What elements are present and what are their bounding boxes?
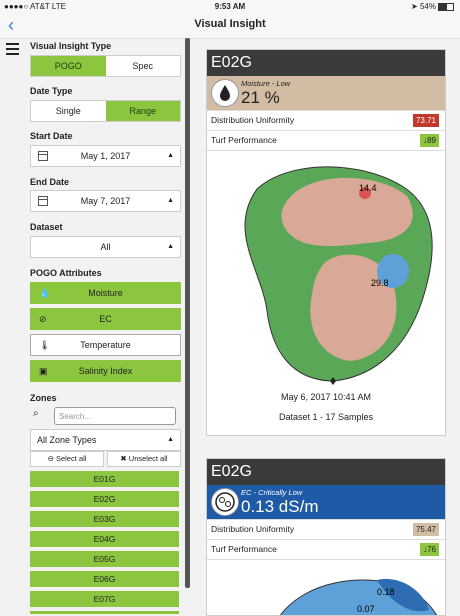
attributes-label: POGO Attributes (30, 268, 102, 278)
dataset-label: Dataset (30, 222, 63, 232)
metric-band: EC - Critically Low 0.13 dS/m (207, 485, 445, 519)
zones-label: Zones (30, 393, 57, 403)
insight-card-ec: E02G EC - Critically Low 0.13 dS/m Distr… (206, 458, 446, 616)
insight-card-moisture: E02G Moisture - Low 21 % Distribution Un… (206, 49, 446, 436)
distribution-uniformity-row: Distribution Uniformity 75.47 (207, 519, 445, 539)
updown-icon: ▲ (167, 197, 174, 204)
zone-item[interactable]: E05G (30, 551, 179, 567)
ec-icon: ⊘ (39, 314, 47, 324)
turf-performance-row: Turf Performance ↓76 (207, 539, 445, 559)
filter-panel: Visual Insight Type POGO Spec Date Type … (27, 38, 184, 614)
calendar-icon (38, 151, 48, 161)
zone-item[interactable]: E06G (30, 571, 179, 587)
moisture-attribute[interactable]: 💧 Moisture (30, 282, 181, 304)
arrow-down-icon: ↓ (423, 545, 428, 554)
tp-value: ↓89 (420, 134, 439, 147)
range-option[interactable]: Range (105, 101, 180, 121)
back-button[interactable]: ‹ (8, 15, 14, 35)
panel-scrollbar[interactable] (185, 38, 190, 588)
date-type-toggle: Single Range (30, 100, 181, 122)
zone-type-select[interactable]: All Zone Types ▲ (30, 429, 181, 451)
metric-value: 0.13 dS/m (241, 497, 319, 516)
single-option[interactable]: Single (55, 106, 81, 116)
arrow-down-icon: ↓ (423, 136, 428, 145)
map-label-high: 29.8 (371, 278, 389, 288)
date-type-label: Date Type (30, 86, 73, 96)
status-bar: ●●●●○ AT&T LTE 9:53 AM ➤ 54% (0, 0, 460, 13)
spec-option[interactable]: Spec (132, 61, 153, 71)
zone-item[interactable]: E01G (30, 471, 179, 487)
map-label-high: 0.18 (377, 587, 395, 597)
battery-percent: 54% (419, 2, 436, 11)
clock: 9:53 AM (214, 2, 246, 11)
updown-icon: ▲ (167, 436, 174, 443)
calendar-icon (38, 196, 48, 206)
ec-icon (211, 488, 239, 516)
zone-search-input[interactable]: Search... (54, 407, 176, 425)
du-value: 75.47 (412, 523, 439, 536)
zone-item[interactable]: E07G (30, 591, 179, 607)
ec-attribute[interactable]: ⊘ EC (30, 308, 181, 330)
metric-value: 21 % (241, 88, 280, 107)
carrier: AT&T (29, 2, 50, 11)
sample-timestamp: May 6, 2017 10:41 AM (280, 392, 372, 402)
start-date-picker[interactable]: May 1, 2017 ▲ (30, 145, 181, 167)
zone-item[interactable]: E02G (30, 491, 179, 507)
end-date-label: End Date (30, 177, 70, 187)
metric-band: Moisture - Low 21 % (207, 76, 445, 110)
zone-item[interactable]: E08G (30, 611, 179, 614)
end-date-picker[interactable]: May 7, 2017 ▲ (30, 190, 181, 212)
tp-value: ↓76 (420, 543, 439, 556)
page-title: Visual Insight (194, 18, 266, 30)
drop-icon (211, 79, 239, 107)
zone-map[interactable]: 14.4 29.8 (207, 150, 445, 386)
unselect-all-button[interactable]: ✖ Unselect all (107, 451, 181, 467)
battery-icon (438, 2, 454, 11)
select-all-button[interactable]: ⊖ Select all (30, 451, 104, 467)
pogo-option[interactable]: POGO (31, 56, 106, 76)
temperature-attribute[interactable]: 🌡 Temperature (30, 334, 181, 356)
insight-type-toggle: POGO Spec (30, 55, 181, 77)
salinity-icon: ▣ (39, 366, 48, 376)
map-label-low: 0.07 (357, 604, 375, 614)
updown-icon: ▲ (167, 243, 174, 250)
menu-icon[interactable] (6, 43, 19, 58)
salinity-attribute[interactable]: ▣ Salinity Index (30, 360, 181, 382)
network: LTE (51, 2, 66, 11)
map-label-low: 14.4 (359, 183, 377, 193)
turf-performance-row: Turf Performance ↓89 (207, 130, 445, 150)
zone-map[interactable]: 0.18 0.07 (207, 559, 445, 616)
zone-item[interactable]: E03G (30, 511, 179, 527)
drop-icon: 💧 (39, 288, 51, 298)
du-value: 73.71 (412, 114, 439, 127)
location-icon: ➤ (411, 2, 418, 11)
insight-type-label: Visual Insight Type (30, 41, 112, 51)
start-date-label: Start Date (30, 131, 73, 141)
distribution-uniformity-row: Distribution Uniformity 73.71 (207, 110, 445, 130)
updown-icon: ▲ (167, 152, 174, 159)
dataset-info: Dataset 1 - 17 Samples (278, 412, 374, 422)
dataset-select[interactable]: All ▲ (30, 236, 181, 258)
nav-bar: ‹ Visual Insight (0, 13, 460, 39)
zone-item[interactable]: E04G (30, 531, 179, 547)
metric-subtitle: EC - Critically Low (241, 488, 303, 497)
card-zone-title: E02G (207, 459, 445, 485)
thermometer-icon: 🌡 (39, 340, 51, 350)
card-zone-title: E02G (207, 50, 445, 76)
metric-subtitle: Moisture - Low (241, 79, 291, 88)
search-icon: ⌕ (33, 408, 39, 419)
